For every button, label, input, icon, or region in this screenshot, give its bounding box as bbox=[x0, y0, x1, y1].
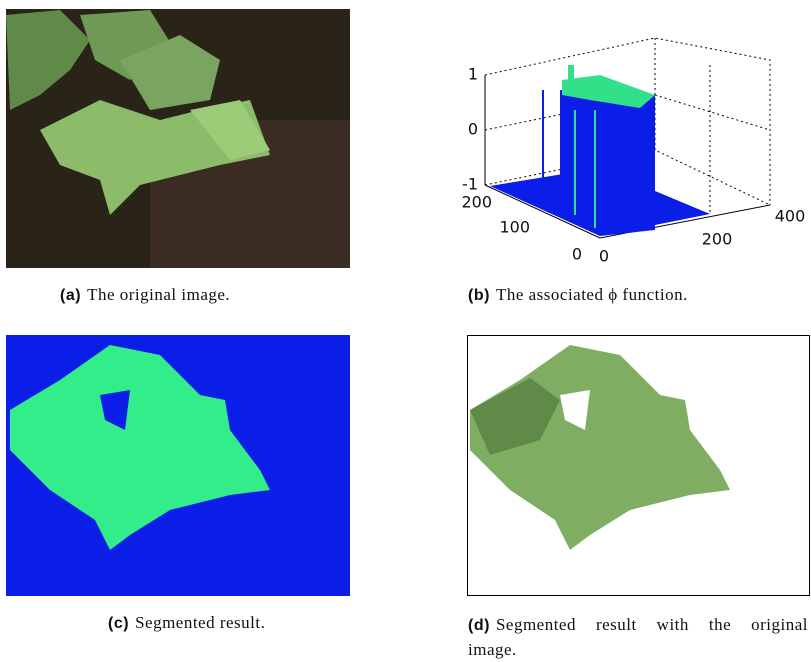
caption-text: Segmented result. bbox=[135, 613, 265, 632]
x-tick-label: 0 bbox=[599, 247, 609, 266]
label: (b) bbox=[468, 287, 490, 304]
z-tick-label: -1 bbox=[462, 175, 478, 194]
caption-text: Segmented result with the original image… bbox=[468, 615, 808, 659]
caption-b: (b) The associated ϕ function. bbox=[468, 285, 688, 305]
label: (c) bbox=[108, 615, 129, 632]
masked-image bbox=[468, 336, 810, 596]
y-tick-label: 0 bbox=[572, 245, 582, 264]
y-tick-label: 100 bbox=[499, 218, 530, 237]
caption-c: (c) Segmented result. bbox=[108, 613, 265, 633]
y-tick-label: 200 bbox=[461, 193, 492, 212]
caption-text: The original image. bbox=[87, 285, 230, 304]
label: (d) bbox=[468, 617, 490, 634]
original-image bbox=[6, 9, 350, 268]
phi-plot bbox=[485, 38, 770, 238]
caption-text: The associated ϕ function. bbox=[496, 285, 688, 304]
caption-a: (a) The original image. bbox=[60, 285, 230, 305]
segmented-image bbox=[6, 335, 350, 596]
figure: 10-120010000200400 (a)The original image… bbox=[0, 0, 811, 662]
x-tick-label: 200 bbox=[702, 230, 733, 249]
z-tick-label: 1 bbox=[468, 65, 478, 84]
caption-d: (d)Segmented result with the original im… bbox=[468, 613, 808, 662]
x-tick-label: 400 bbox=[775, 207, 806, 226]
z-tick-label: 0 bbox=[468, 120, 478, 139]
label: (a) bbox=[60, 287, 81, 304]
